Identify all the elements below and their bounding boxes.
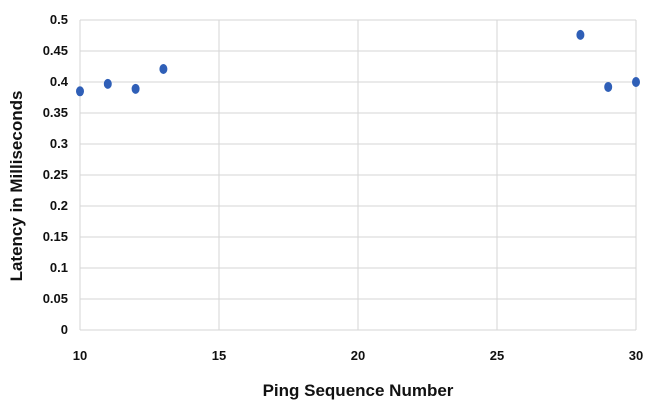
data-point <box>76 86 84 97</box>
y-tick-label: 0.4 <box>50 74 69 89</box>
data-point <box>103 78 112 89</box>
data-points <box>76 29 640 97</box>
data-point <box>576 29 585 40</box>
data-point <box>159 63 168 74</box>
y-axis-ticks: 0 0.05 0.1 0.15 0.2 0.25 0.3 0.35 0.4 0.45 0.5 <box>43 12 69 337</box>
data-point <box>131 83 140 94</box>
y-tick-label: 0 <box>61 322 68 337</box>
y-tick-label: 0.1 <box>50 260 68 275</box>
y-tick-label: 0.25 <box>43 167 68 182</box>
x-tick-label: 10 <box>73 348 87 363</box>
x-tick-label: 25 <box>490 348 504 363</box>
y-tick-label: 0.2 <box>50 198 68 213</box>
y-axis-title: Latency in Milliseconds <box>7 91 26 282</box>
x-tick-label: 20 <box>351 348 365 363</box>
y-tick-label: 0.45 <box>43 43 68 58</box>
y-tick-label: 0.5 <box>50 12 68 27</box>
y-tick-label: 0.35 <box>43 105 68 120</box>
y-tick-label: 0.3 <box>50 136 68 151</box>
data-point <box>632 77 640 87</box>
y-tick-label: 0.05 <box>43 291 68 306</box>
grid-layer <box>79 19 637 331</box>
x-tick-label: 15 <box>212 348 226 363</box>
y-tick-label: 0.15 <box>43 229 68 244</box>
x-axis-ticks: 10 15 20 25 30 <box>73 348 643 363</box>
data-point <box>604 81 613 92</box>
x-tick-label: 30 <box>629 348 643 363</box>
x-axis-title: Ping Sequence Number <box>263 381 454 400</box>
